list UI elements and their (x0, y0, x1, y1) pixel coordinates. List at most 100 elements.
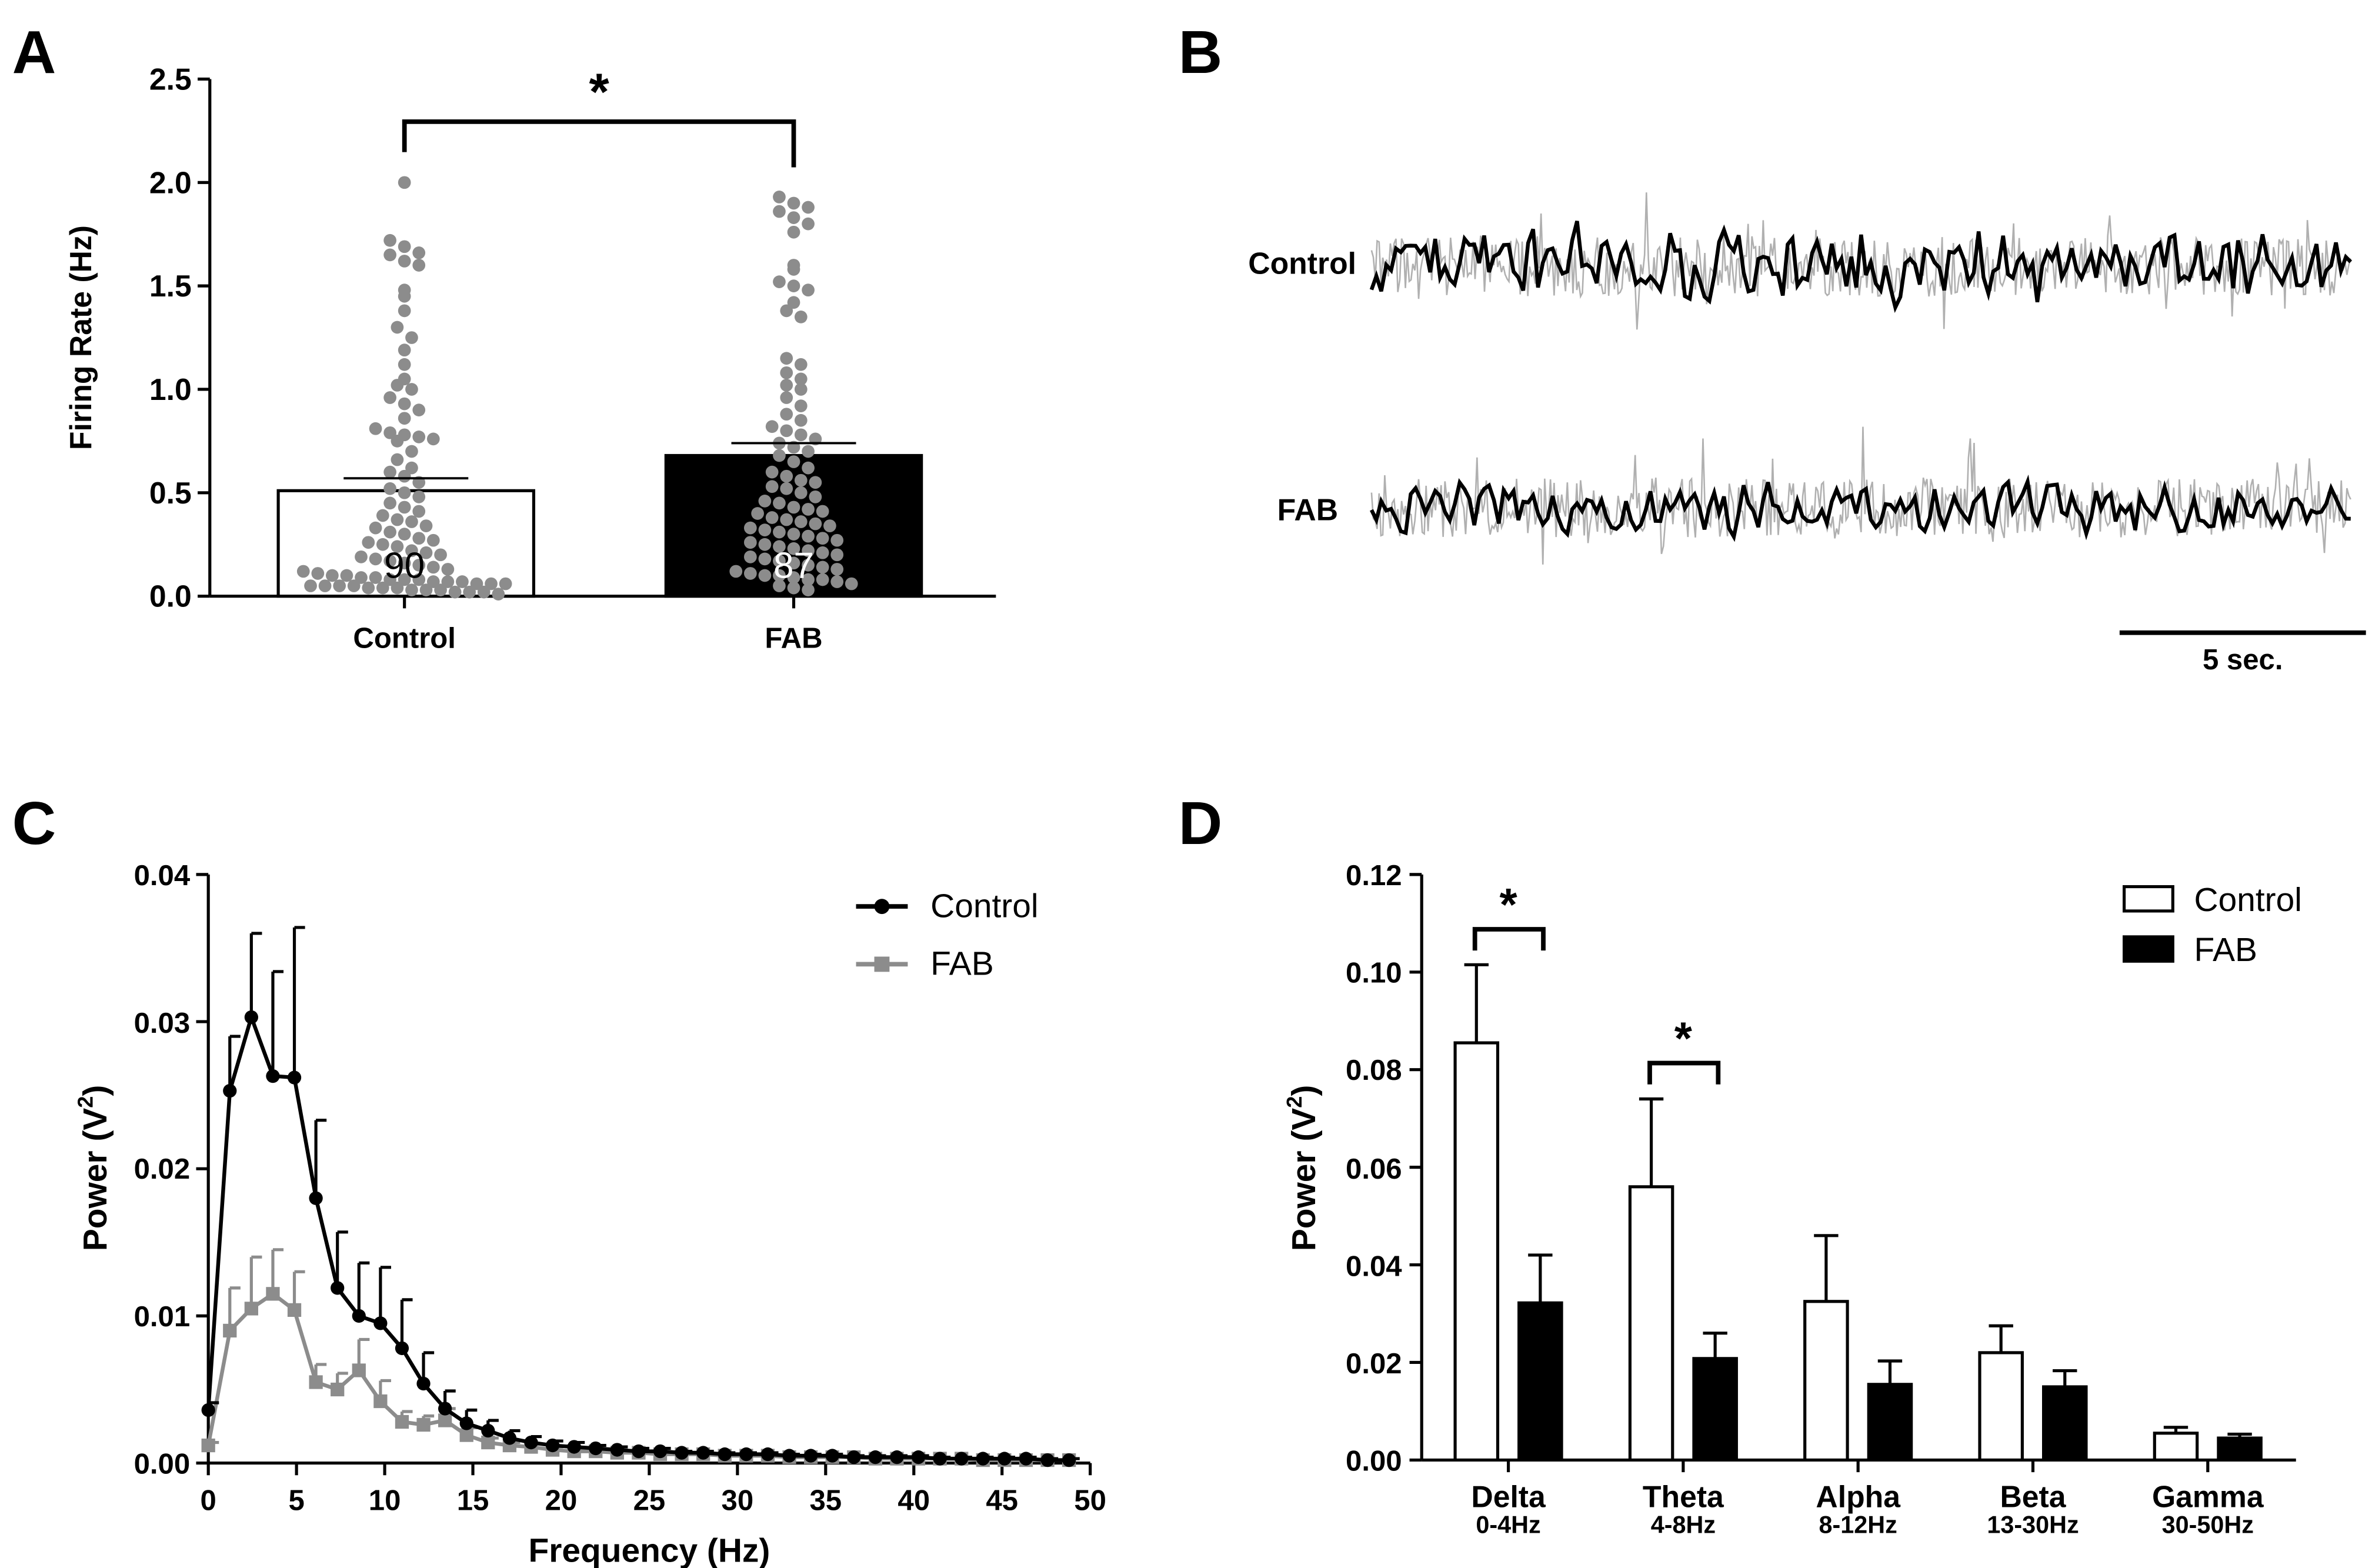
c-xtick-label: 45 (986, 1485, 1018, 1517)
a-data-point (787, 279, 800, 292)
c-ylabel: Power (V2) (74, 1085, 114, 1251)
a-data-point (845, 577, 858, 590)
a-data-point (773, 449, 786, 462)
a-data-point (773, 569, 786, 582)
d-x-ticks: Delta Theta Alpha Beta Gamma 0-4Hz 4-8Hz… (1471, 1460, 2264, 1539)
c-data-point (331, 1382, 345, 1397)
d-xtick-range: 4-8Hz (1651, 1512, 1716, 1539)
a-ytick-label: 2.0 (149, 165, 192, 199)
a-data-point (773, 275, 786, 288)
b-trace-fab-filtered (1370, 474, 2351, 542)
a-data-point (794, 413, 808, 427)
c-legend: Control FAB (856, 888, 1039, 983)
a-data-point (398, 528, 411, 541)
a-data-point (383, 233, 396, 247)
c-series-control (201, 926, 1080, 1467)
d-ylabel: Power (V2) (1282, 1085, 1323, 1251)
c-ylabel-superscript: 2 (74, 1096, 98, 1108)
c-data-point (825, 1449, 839, 1463)
d-significance-star-theta: * (1674, 1013, 1693, 1064)
d-legend-control-label: Control (2194, 882, 2302, 919)
a-data-point (398, 358, 411, 371)
a-data-point (355, 550, 368, 563)
d-ylabel-superscript: 2 (1282, 1096, 1306, 1108)
a-data-point (398, 412, 411, 425)
c-data-point (223, 1083, 237, 1098)
a-data-point (743, 536, 757, 549)
a-data-point (441, 563, 455, 576)
d-bars (1453, 963, 2263, 1462)
panel-b: B Control FAB 5 sec. (1179, 18, 2366, 676)
c-data-point (416, 1417, 431, 1432)
a-data-point (398, 255, 411, 268)
panel-label-a: A (12, 18, 56, 86)
a-data-point (765, 480, 779, 493)
a-data-point (383, 465, 396, 479)
a-data-point (369, 422, 382, 435)
a-data-point (333, 579, 346, 592)
c-xtick-label: 10 (369, 1485, 401, 1517)
a-data-point (809, 476, 822, 489)
a-data-point (758, 569, 772, 582)
c-data-point (244, 1302, 258, 1316)
d-xtick-label: Beta (2000, 1480, 2066, 1514)
a-dots-control (296, 176, 512, 600)
a-data-point (405, 544, 418, 558)
c-ylabel-end: ) (77, 1085, 114, 1096)
c-data-point (1019, 1452, 1033, 1466)
a-data-point (743, 550, 757, 563)
a-data-point (787, 501, 800, 514)
a-data-point (441, 575, 455, 588)
a-data-point (787, 542, 800, 555)
a-data-point (398, 469, 411, 483)
a-data-point (376, 581, 389, 595)
c-legend-control-label: Control (930, 888, 1038, 925)
c-data-point (589, 1441, 603, 1456)
a-data-point (362, 581, 375, 595)
a-data-point (463, 585, 476, 599)
d-significance-star-delta: * (1499, 879, 1517, 930)
d-bar-fab (2217, 1436, 2263, 1462)
a-data-point (794, 311, 808, 323)
a-data-point (816, 561, 829, 574)
a-data-point (773, 191, 786, 203)
c-data-point (739, 1447, 753, 1462)
a-data-point (391, 435, 404, 448)
a-x-ticks: Control FAB (353, 596, 823, 655)
d-significance-bracket-delta (1472, 927, 1546, 951)
panel-label-b: B (1179, 18, 1223, 86)
a-data-point (412, 505, 426, 518)
a-data-point (787, 263, 800, 276)
c-data-point (847, 1450, 861, 1464)
c-data-point (331, 1281, 345, 1295)
a-data-point (802, 503, 815, 516)
c-data-point (632, 1444, 646, 1459)
a-data-point (369, 521, 382, 535)
a-data-point (787, 296, 800, 309)
a-data-point (758, 538, 772, 551)
d-xtick-label: Delta (1471, 1480, 1546, 1514)
a-data-point (773, 496, 786, 510)
a-data-point (405, 583, 418, 596)
a-data-point (376, 509, 389, 522)
a-data-point (823, 519, 836, 532)
d-ytick-label: 0.00 (1346, 1446, 1402, 1477)
a-data-point (398, 289, 411, 303)
a-data-point (794, 358, 808, 371)
panel-d: D Power (V2) 0.00 0.02 0.04 0.06 0.08 0.… (1179, 789, 2302, 1538)
a-data-point (426, 561, 440, 574)
a-data-point (773, 579, 786, 592)
a-data-point (802, 529, 815, 543)
a-data-point (383, 426, 396, 439)
c-data-point (524, 1435, 538, 1450)
c-data-point (287, 1303, 302, 1317)
a-data-point (794, 372, 808, 386)
c-data-point (223, 1323, 237, 1338)
c-data-point (438, 1402, 452, 1416)
d-ytick-label: 0.06 (1346, 1153, 1402, 1185)
a-data-point (383, 391, 396, 404)
c-xtick-label: 25 (633, 1485, 666, 1517)
a-data-point (729, 565, 743, 578)
a-data-point (412, 559, 426, 572)
